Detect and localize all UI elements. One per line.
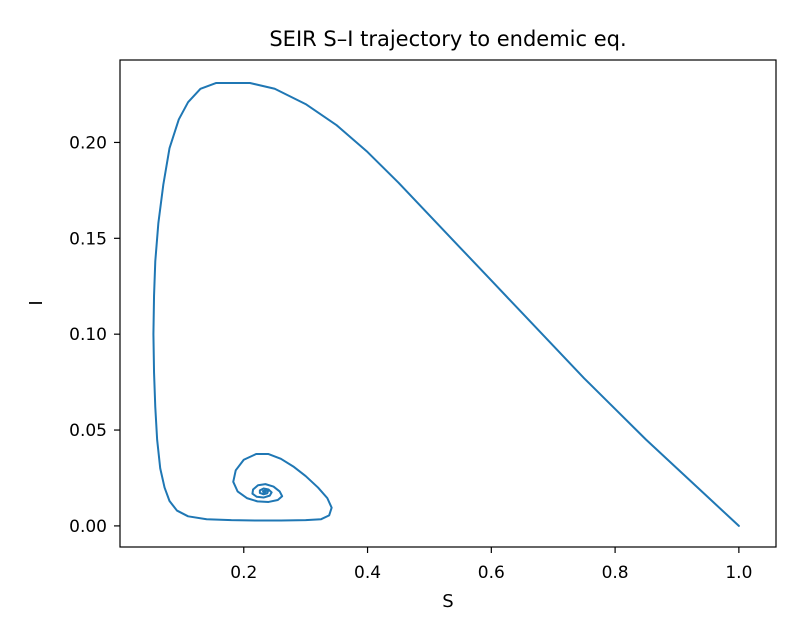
- y-tick-label-3: 0.15: [69, 229, 107, 249]
- axes-frame: [119, 59, 777, 548]
- x-tick-label-3: 0.8: [602, 563, 629, 583]
- x-tick-label-4: 1.0: [725, 563, 752, 583]
- x-axis-label: S: [442, 591, 453, 612]
- chart-title: SEIR S–I trajectory to endemic eq.: [269, 27, 626, 51]
- x-tick-label-0: 0.2: [230, 563, 257, 583]
- y-tick-label-2: 0.10: [69, 325, 107, 345]
- x-tick-label-1: 0.4: [354, 563, 381, 583]
- x-tick-label-2: 0.6: [478, 563, 505, 583]
- series-line-0: [152, 82, 740, 527]
- y-tick-label-0: 0.00: [69, 517, 107, 537]
- y-axis-label: I: [26, 300, 47, 305]
- y-tick-label-4: 0.20: [69, 133, 107, 153]
- plot-area: 0.2 0.4 0.6 0.8 1.0 0.00 0.05 0.10 0.15 0.20: [69, 59, 777, 583]
- y-tick-label-1: 0.05: [69, 421, 107, 441]
